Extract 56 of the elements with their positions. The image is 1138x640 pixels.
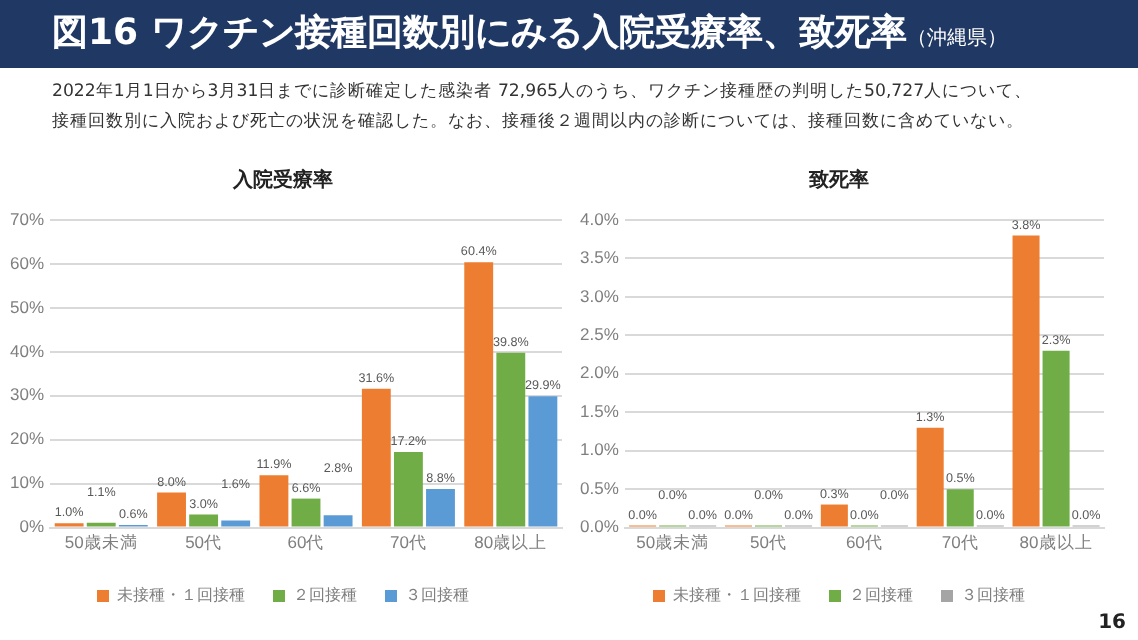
y-tick-label: 70%	[9, 208, 45, 229]
bar	[820, 504, 848, 527]
x-tick-label: 50歳未満	[64, 532, 138, 553]
y-tick-label: 60%	[9, 252, 45, 273]
y-tick-label: 10%	[9, 472, 45, 493]
x-tick-label: 80歳以上	[474, 532, 548, 553]
bar	[528, 396, 558, 527]
x-tick-label: 80歳以上	[1019, 532, 1093, 553]
y-tick-label: 4.0%	[580, 208, 620, 229]
legend-label: 未接種・１回接種	[117, 586, 245, 605]
legend-label: ３回接種	[961, 586, 1025, 605]
bar	[259, 475, 289, 527]
bar	[323, 515, 353, 527]
legend-label: ２回接種	[293, 586, 357, 605]
x-tick-label: 70代	[941, 532, 979, 553]
bar	[157, 492, 186, 527]
bar	[1012, 235, 1040, 527]
bar	[1042, 350, 1070, 527]
y-tick-label: 40%	[9, 340, 45, 361]
y-tick-label: 1.0%	[580, 439, 620, 460]
bar	[464, 262, 494, 527]
text: （沖縄県）	[906, 28, 1007, 50]
y-tick-label: 0.5%	[580, 477, 620, 498]
bar	[426, 488, 455, 527]
y-tick-label: 50%	[9, 296, 45, 317]
y-tick-label: 0%	[19, 516, 45, 537]
y-tick-label: 3.5%	[580, 247, 620, 268]
bar	[946, 489, 974, 527]
x-tick-label: 60代	[287, 532, 325, 553]
bar	[291, 498, 321, 527]
bar	[916, 427, 944, 527]
legend-label: ３回接種	[405, 586, 469, 605]
x-tick-label: 50代	[750, 532, 787, 553]
bar	[496, 352, 526, 527]
x-tick-label: 50歳未満	[636, 532, 710, 553]
y-tick-label: 20%	[9, 428, 45, 449]
y-tick-label: 1.5%	[580, 400, 620, 421]
x-tick-label: 60代	[845, 532, 883, 553]
legend-label: 未接種・１回接種	[673, 586, 801, 605]
y-tick-label: 30%	[9, 384, 45, 405]
y-tick-label: 0.0%	[580, 516, 620, 537]
x-tick-label: 50代	[185, 532, 223, 553]
chart-title: 致死率	[807, 167, 869, 192]
bar	[189, 514, 219, 527]
text: 2022年1月1日から3月31日までに診断確定した感染者 72,965人のうち、ワクチン接種歴の判明した50,727人について、	[52, 80, 1033, 104]
legend-label: ２回接種	[849, 586, 913, 605]
chart-title: 入院受療率	[231, 167, 333, 192]
bar	[361, 388, 391, 527]
text: 接種回数別に入院および死亡の状況を確認した。なお、接種後２週間以内の診断については、接種回数に含めていない。	[52, 110, 1024, 134]
y-tick-label: 2.5%	[580, 324, 620, 345]
text: 16	[1098, 612, 1126, 634]
bar	[221, 520, 251, 527]
y-tick-label: 2.0%	[580, 362, 620, 383]
x-tick-label: 70代	[389, 532, 427, 553]
y-tick-label: 3.0%	[580, 285, 620, 306]
bar	[393, 452, 423, 527]
